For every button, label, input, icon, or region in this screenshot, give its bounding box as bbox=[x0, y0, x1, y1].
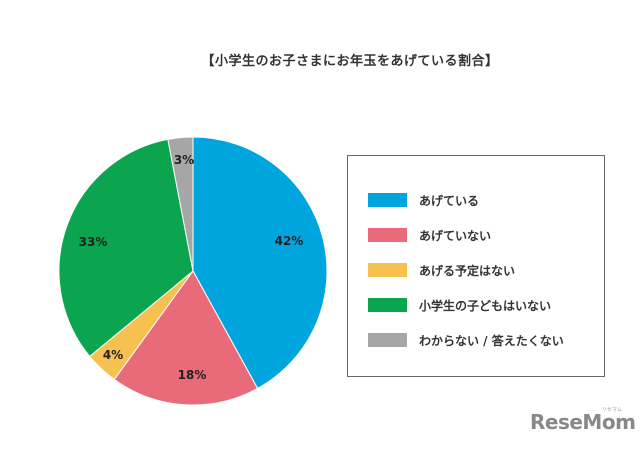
pie-slice-giving bbox=[192, 136, 328, 390]
chart-title: 【小学生のお子さまにお年玉をあげている割合】 bbox=[201, 54, 499, 69]
legend-item-no-plan: あげる予定はない bbox=[368, 263, 515, 278]
legend-swatch bbox=[368, 298, 407, 312]
legend-item-unknown: わからない / 答えたくない bbox=[368, 333, 564, 348]
pie-slice-no-child bbox=[58, 138, 194, 358]
slice-label-giving: 42% bbox=[274, 234, 304, 248]
legend-item-no-child: 小学生の子どもはいない bbox=[368, 298, 551, 313]
legend-item-giving: あげている bbox=[368, 193, 479, 208]
pie-slice-not-giving bbox=[113, 270, 259, 406]
slice-label-no-child: 33% bbox=[78, 235, 108, 249]
legend-swatch bbox=[368, 333, 407, 347]
resemom-logo-sub: リセマム bbox=[602, 407, 623, 413]
slice-label-unknown: 3% bbox=[173, 153, 195, 167]
resemom-logo: ReseMom bbox=[530, 410, 636, 434]
pie-slice-unknown bbox=[167, 136, 194, 272]
slice-label-not-giving: 18% bbox=[177, 368, 207, 382]
legend-item-not-giving: あげていない bbox=[368, 228, 491, 243]
slice-label-no-plan: 4% bbox=[102, 348, 124, 362]
legend-swatch bbox=[368, 263, 407, 277]
legend-swatch bbox=[368, 228, 407, 242]
legend-swatch bbox=[368, 193, 407, 207]
legend: あげている あげていない あげる予定はない 小学生の子どもはいない わからない … bbox=[347, 155, 605, 377]
